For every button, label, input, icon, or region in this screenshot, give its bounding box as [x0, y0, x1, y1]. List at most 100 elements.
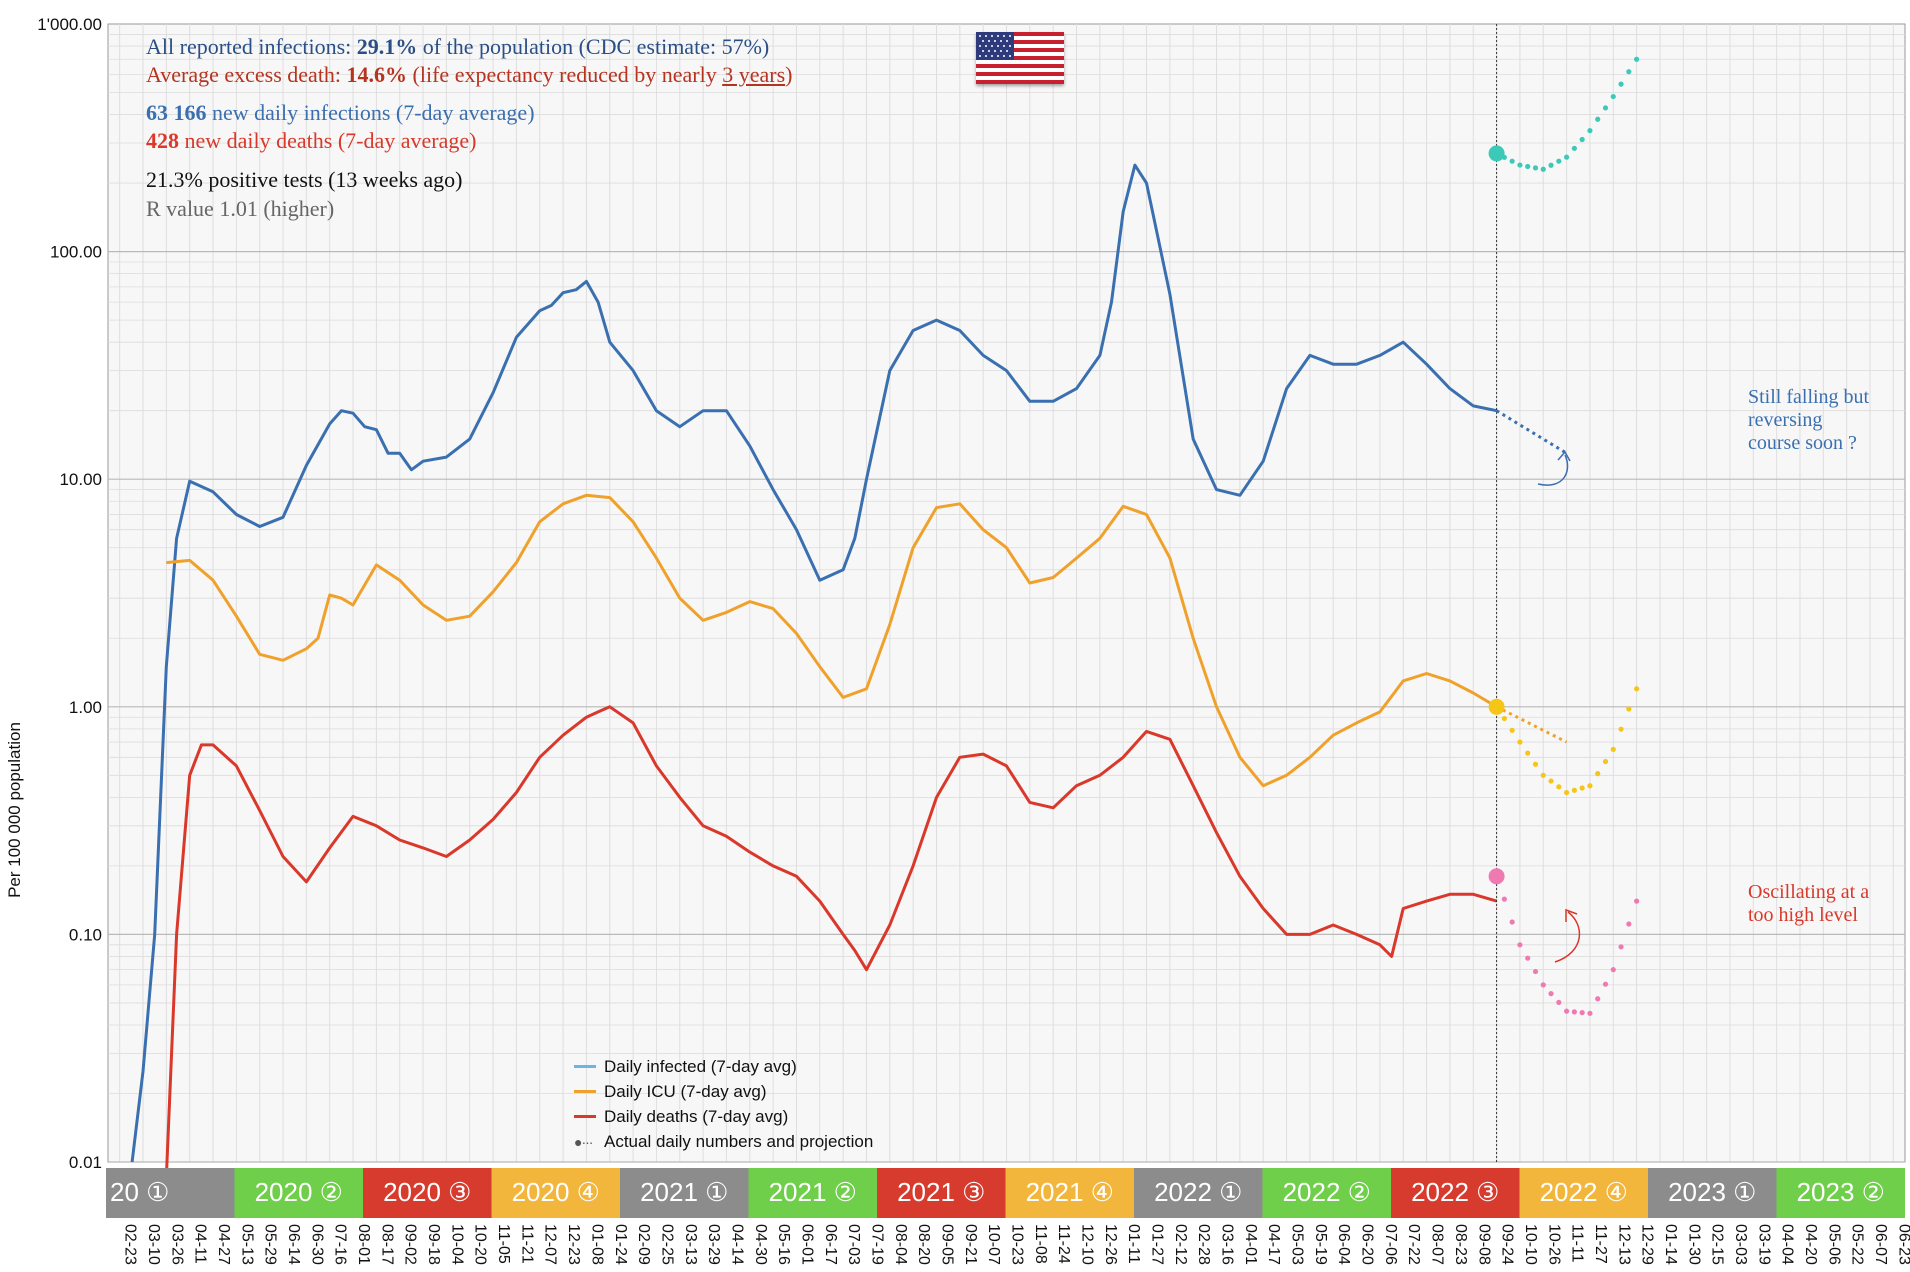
x-tick-label: 06-20 — [1359, 1224, 1376, 1265]
annotation-line: reversing — [1748, 409, 1823, 431]
projection-dot — [1618, 81, 1624, 87]
y-tick-label: 1'000.00 — [37, 15, 102, 34]
annotation-line: course soon ? — [1748, 432, 1857, 454]
quarter-label: 2023 ① — [1668, 1177, 1756, 1207]
y-axis-label: Per 100 000 population — [5, 722, 24, 898]
y-tick-label: 0.10 — [69, 925, 102, 944]
x-tick-label: 05-06 — [1825, 1224, 1842, 1265]
quarter-label: 2020 ② — [255, 1177, 343, 1207]
series-line-infected — [130, 163, 1497, 1163]
info-text: All reported infections: — [146, 34, 357, 59]
info-text: new daily infections (7-day average) — [206, 100, 535, 125]
annotation-line: too high level — [1748, 904, 1858, 926]
x-tick-label: 09-08 — [1475, 1224, 1492, 1265]
x-tick-label: 08-20 — [915, 1224, 932, 1265]
x-tick-label: 11-08 — [1032, 1224, 1049, 1264]
x-tick-label: 10-04 — [448, 1224, 465, 1265]
x-tick-label: 12-26 — [1102, 1224, 1119, 1265]
x-tick-label: 06-01 — [799, 1224, 816, 1265]
x-tick-label: 10-26 — [1545, 1224, 1562, 1265]
y-axis-ticks: 0.01 0.10 1.00 10.00 100.00 1'000.00 — [37, 15, 102, 1172]
legend-label: Daily infected (7-day avg) — [604, 1056, 797, 1076]
quarter-block — [1134, 1168, 1263, 1218]
x-tick-label: 08-17 — [378, 1224, 395, 1265]
x-tick-label: 05-03 — [1289, 1224, 1306, 1265]
x-tick-label: 06-17 — [822, 1224, 839, 1265]
quarter-label: 2021 ② — [769, 1177, 857, 1207]
projection-dot — [1626, 69, 1632, 75]
x-tick-label: 07-22 — [1405, 1224, 1422, 1265]
annotation-line: Still falling but — [1748, 386, 1870, 408]
legend-item-deaths: Daily deaths (7-day avg) — [574, 1104, 873, 1129]
x-tick-label: 10-07 — [985, 1224, 1002, 1265]
arrow-head-icon — [1565, 908, 1578, 922]
x-tick-label: 11-05 — [495, 1224, 512, 1264]
x-tick-label: 08-04 — [892, 1224, 909, 1265]
quarter-block — [1776, 1168, 1905, 1218]
projection-dot — [1556, 784, 1562, 790]
x-tick-label: 03-19 — [1755, 1224, 1772, 1265]
x-tick-label: 08-07 — [1429, 1224, 1446, 1265]
arrow-icon — [1554, 911, 1581, 963]
marker-icu — [1488, 698, 1505, 715]
projection-dot — [1564, 154, 1570, 160]
x-tick-label: 09-02 — [402, 1224, 419, 1265]
y-tick-label: 10.00 — [59, 470, 102, 489]
x-tick-label: 09-21 — [962, 1224, 979, 1265]
projection-dot — [1548, 991, 1554, 997]
projection-short — [1495, 705, 1568, 744]
projection-dot — [1540, 166, 1546, 172]
quarter-label: 2021 ① — [640, 1177, 728, 1207]
info-value: 428 — [146, 128, 179, 153]
projection-dot — [1501, 715, 1507, 722]
x-tick-label: 11-21 — [518, 1224, 535, 1264]
us-flag-graphic — [976, 32, 1064, 84]
x-tick-label: 12-23 — [565, 1224, 582, 1265]
x-tick-label: 06-23 — [1895, 1224, 1910, 1265]
projection-dot — [1540, 772, 1546, 778]
x-tick-label: 02-25 — [658, 1224, 675, 1265]
projection-dot — [1517, 162, 1523, 168]
projection-dot — [1587, 128, 1593, 134]
y-tick-label: 100.00 — [50, 243, 102, 262]
projection-dot — [1556, 158, 1562, 164]
legend-item-icu: Daily ICU (7-day avg) — [574, 1079, 873, 1104]
projection-dot — [1610, 93, 1616, 100]
x-tick-label: 03-26 — [168, 1224, 185, 1265]
projection-dot — [1626, 706, 1632, 712]
y-tick-label: 1.00 — [69, 698, 102, 717]
x-tick-label: 07-03 — [845, 1224, 862, 1265]
quarter-block — [1648, 1168, 1777, 1218]
x-tick-label: 06-30 — [308, 1224, 325, 1265]
x-tick-label: 03-13 — [682, 1224, 699, 1265]
info-value: 14.6% — [346, 62, 408, 87]
x-tick-label: 01-14 — [1662, 1224, 1679, 1265]
x-tick-label: 07-16 — [332, 1224, 349, 1265]
x-tick-label: 03-16 — [1219, 1224, 1236, 1265]
x-tick-label: 09-18 — [425, 1224, 442, 1265]
x-tick-label: 04-01 — [1242, 1224, 1259, 1265]
marker-infected — [1488, 145, 1505, 162]
x-tick-label: 06-14 — [285, 1224, 302, 1265]
x-tick-label: 11-27 — [1592, 1224, 1609, 1264]
x-tick-label: 04-14 — [728, 1224, 745, 1265]
marker-deaths — [1488, 868, 1505, 885]
quarter-block — [748, 1168, 877, 1218]
series-line-icu — [166, 493, 1498, 788]
quarter-label: 2021 ④ — [1026, 1177, 1114, 1207]
projection-dot — [1571, 1009, 1577, 1015]
x-tick-label: 07-19 — [869, 1224, 886, 1265]
x-tick-label: 02-23 — [122, 1224, 139, 1265]
projection-dot — [1517, 942, 1523, 948]
quarter-label: 2022 ④ — [1540, 1177, 1628, 1207]
us-flag-icon — [976, 32, 1064, 84]
x-tick-label: 04-27 — [215, 1224, 232, 1265]
projection-dot — [1602, 758, 1609, 765]
quarter-bar: 20 ① 2020 ② 2020 ③ 2020 ④ 2021 ① 2021 ② 2021 ③… — [106, 1168, 1905, 1218]
projection-dot — [1634, 56, 1640, 62]
x-tick-label: 01-30 — [1685, 1224, 1702, 1265]
x-tick-label: 06-07 — [1872, 1224, 1889, 1265]
x-tick-label: 01-08 — [588, 1224, 605, 1265]
x-tick-label: 07-06 — [1382, 1224, 1399, 1265]
x-tick-label: 06-04 — [1335, 1224, 1352, 1265]
